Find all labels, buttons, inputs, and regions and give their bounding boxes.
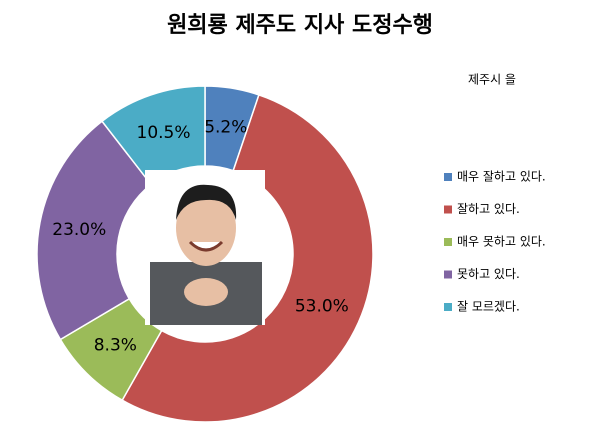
legend-label: 매우 못하고 있다. xyxy=(457,235,546,249)
legend-swatch xyxy=(444,205,452,214)
legend: 매우 잘하고 있다. 잘하고 있다. 매우 못하고 있다. 못하고 있다. 잘 모르겠다… xyxy=(444,170,546,314)
data-label: 8.3% xyxy=(94,335,137,355)
photo-hand xyxy=(184,278,228,306)
legend-label: 잘하고 있다. xyxy=(457,202,520,216)
legend-label: 못하고 있다. xyxy=(457,267,520,281)
photo-hair xyxy=(176,184,237,220)
data-label: 5.2% xyxy=(204,118,247,138)
legend-swatch xyxy=(444,238,452,246)
legend-title: 제주시 을 xyxy=(468,73,516,87)
data-label: 53.0% xyxy=(295,296,349,316)
slice xyxy=(121,93,374,423)
photo-face xyxy=(176,190,236,266)
photo-smile xyxy=(188,240,224,252)
data-label: 23.0% xyxy=(52,220,106,240)
photo xyxy=(145,170,265,325)
legend-swatch xyxy=(444,270,452,279)
legend-swatch xyxy=(444,173,452,181)
chart-title: 원희룡 제주도 지사 도정수행 xyxy=(167,13,433,38)
legend-label: 매우 잘하고 있다. xyxy=(457,170,546,184)
data-label: 10.5% xyxy=(137,123,191,143)
legend-swatch xyxy=(444,303,452,311)
slice xyxy=(36,120,153,341)
legend-label: 잘 모르겠다. xyxy=(457,300,520,314)
